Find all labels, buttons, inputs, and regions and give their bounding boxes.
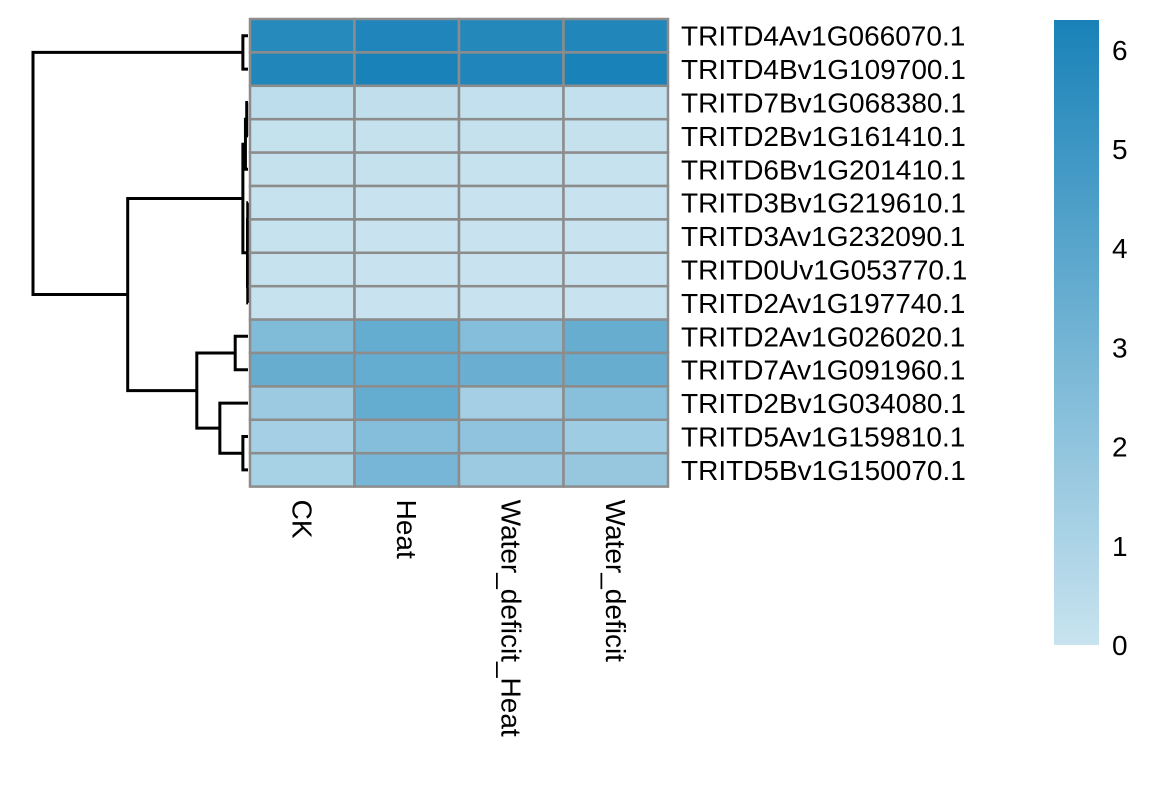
- column-label: Water_deficit: [600, 500, 631, 663]
- row-label: TRITD4Av1G066070.1: [681, 21, 965, 52]
- row-label: TRITD5Av1G159810.1: [681, 422, 965, 453]
- heatmap-cell: [457, 284, 565, 321]
- heatmap-cell: [248, 51, 356, 88]
- legend-tick-label: 4: [1112, 233, 1128, 264]
- heatmap-cell: [457, 84, 565, 121]
- heatmap-cell: [562, 117, 670, 154]
- heatmap-cell: [457, 451, 565, 488]
- heatmap-cell: [562, 151, 670, 188]
- color-legend: 0 1 2 3 4 5 6: [1054, 20, 1128, 661]
- legend-tick-label: 5: [1112, 134, 1128, 165]
- heatmap-cell: [353, 51, 461, 88]
- heatmap-cell: [562, 351, 670, 388]
- row-label: TRITD7Bv1G068380.1: [681, 88, 966, 119]
- heatmap-cell: [248, 117, 356, 154]
- heatmap-cell: [562, 318, 670, 355]
- column-label: Heat: [391, 500, 422, 559]
- dendrogram-branch: [241, 34, 248, 71]
- heatmap-cell: [248, 418, 356, 455]
- row-label: TRITD2Av1G197740.1: [681, 288, 965, 319]
- color-legend-bar: [1054, 20, 1099, 645]
- row-label: TRITD0Uv1G053770.1: [681, 255, 967, 286]
- heatmap-cell: [562, 451, 670, 488]
- heatmap-cell: [248, 151, 356, 188]
- row-dendrogram: [31, 34, 250, 472]
- heatmap-cell: [353, 117, 461, 154]
- heatmap-cell: [353, 218, 461, 255]
- heatmap-cell: [562, 385, 670, 422]
- row-label: TRITD2Av1G026020.1: [681, 321, 965, 352]
- column-label: Water_deficit_Heat: [495, 500, 526, 737]
- column-label: CK: [286, 500, 317, 539]
- dendrogram-branch: [233, 334, 248, 372]
- row-label: TRITD4Bv1G109700.1: [681, 54, 966, 85]
- heatmap-cell: [353, 251, 461, 288]
- dendrogram-branch: [241, 435, 248, 472]
- heatmap-cell: [562, 251, 670, 288]
- heatmap-cell: [457, 351, 565, 388]
- row-label: TRITD5Bv1G150070.1: [681, 455, 966, 486]
- row-label: TRITD6Bv1G201410.1: [681, 154, 966, 185]
- heatmap-cell: [248, 184, 356, 221]
- dendrogram-branch: [126, 197, 243, 393]
- heatmap-cell: [457, 117, 565, 154]
- heatmap-cell: [457, 385, 565, 422]
- heatmap-cell: [353, 151, 461, 188]
- dendrogram-branch: [31, 50, 243, 297]
- heatmap-cells: [248, 17, 670, 488]
- heatmap-cell: [248, 17, 356, 54]
- legend-tick-label: 6: [1112, 35, 1128, 66]
- heatmap-cell: [248, 351, 356, 388]
- heatmap-cell: [353, 318, 461, 355]
- heatmap-cell: [353, 184, 461, 221]
- heatmap-cell: [457, 151, 565, 188]
- heatmap-cell: [353, 84, 461, 121]
- row-label: TRITD3Bv1G219610.1: [681, 188, 966, 219]
- heatmap-cell: [353, 284, 461, 321]
- heatmap-cell: [353, 418, 461, 455]
- heatmap-cell: [457, 418, 565, 455]
- heatmap-cell: [457, 17, 565, 54]
- row-label: TRITD2Bv1G034080.1: [681, 388, 966, 419]
- heatmap-cell: [562, 184, 670, 221]
- heatmap-cell: [248, 284, 356, 321]
- heatmap-cell: [457, 218, 565, 255]
- dendrogram-branch: [195, 351, 236, 430]
- heatmap-cell: [562, 418, 670, 455]
- heatmap-cell: [353, 385, 461, 422]
- heatmap-cell: [562, 51, 670, 88]
- heatmap-cell: [562, 17, 670, 54]
- heatmap-cell: [248, 84, 356, 121]
- heatmap-cell: [248, 251, 356, 288]
- legend-tick-label: 0: [1112, 630, 1128, 661]
- heatmap-cell: [562, 284, 670, 321]
- dendrogram-branch: [241, 142, 248, 255]
- row-labels: TRITD4Av1G066070.1TRITD4Bv1G109700.1TRIT…: [681, 21, 967, 486]
- heatmap-cell: [353, 17, 461, 54]
- heatmap-cell: [248, 218, 356, 255]
- heatmap-cell: [353, 451, 461, 488]
- heatmap-cell: [562, 84, 670, 121]
- heatmap-cell: [353, 351, 461, 388]
- legend-tick-label: 3: [1112, 332, 1128, 363]
- heatmap-cell: [248, 385, 356, 422]
- row-label: TRITD3Av1G232090.1: [681, 221, 965, 252]
- column-labels: CK Heat Water_deficit_Heat Water_deficit: [286, 500, 631, 737]
- row-label: TRITD7Av1G091960.1: [681, 355, 965, 386]
- heatmap-cell: [248, 451, 356, 488]
- heatmap-cell: [248, 318, 356, 355]
- legend-tick-label: 1: [1112, 531, 1128, 562]
- row-label: TRITD2Bv1G161410.1: [681, 121, 966, 152]
- heatmap-cell: [562, 218, 670, 255]
- heatmap-cell: [457, 251, 565, 288]
- heatmap-cell: [457, 318, 565, 355]
- legend-tick-label: 2: [1112, 432, 1128, 463]
- heatmap-cell: [457, 184, 565, 221]
- heatmap-cell: [457, 51, 565, 88]
